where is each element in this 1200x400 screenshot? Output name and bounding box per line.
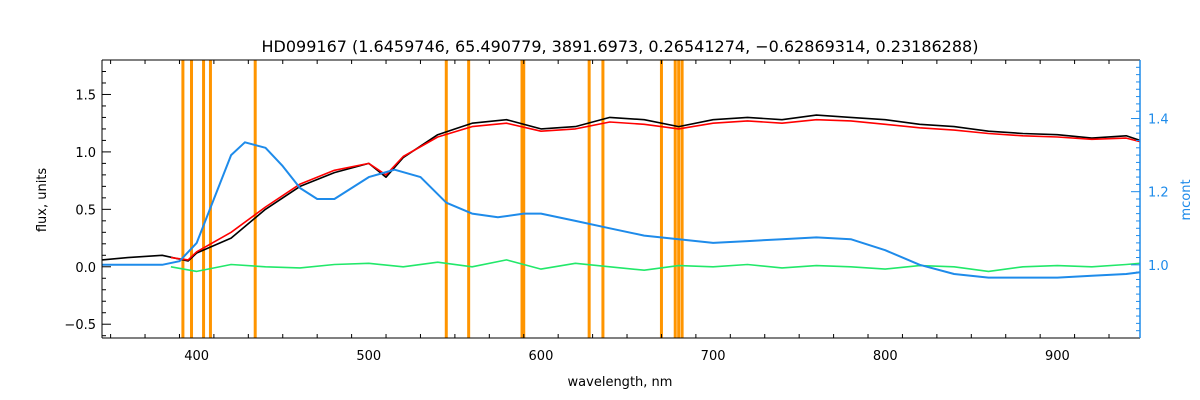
x-tick-label: 800: [873, 349, 898, 364]
y2-tick-label: 1.4: [1148, 113, 1169, 128]
right-axis-label: mcont: [1179, 179, 1194, 220]
x-axis-label: wavelength, nm: [568, 375, 673, 390]
x-tick-label: 600: [529, 349, 554, 364]
x-tick-label: 900: [1045, 349, 1070, 364]
y-axis-label: flux, units: [35, 168, 50, 233]
plot-area: 400 500 600 700 800 900 −0.5 0.0 0.5 1.0 1.5 1.0 1.2…: [64, 59, 1169, 364]
y-tick-label: 1.0: [75, 146, 96, 161]
y-tick-label: 0.5: [75, 203, 96, 218]
y2-tick-label: 1.0: [1148, 259, 1169, 274]
observed-spectrum-line: [101, 114, 1141, 262]
y-tick-label: −0.5: [64, 318, 96, 333]
x-tick-label: 400: [184, 349, 209, 364]
continuum-line: [102, 141, 1141, 279]
y-tick-label: 0.0: [75, 261, 96, 276]
y2-tick-label: 1.2: [1148, 186, 1169, 201]
x-tick-label: 700: [701, 349, 726, 364]
x-tick-label: 500: [356, 349, 381, 364]
residuals-line: [170, 259, 1141, 273]
model-spectrum-line: [170, 118, 1141, 261]
chart-title: HD099167 (1.6459746, 65.490779, 3891.697…: [262, 37, 979, 56]
y-tick-label: 1.5: [75, 88, 96, 103]
